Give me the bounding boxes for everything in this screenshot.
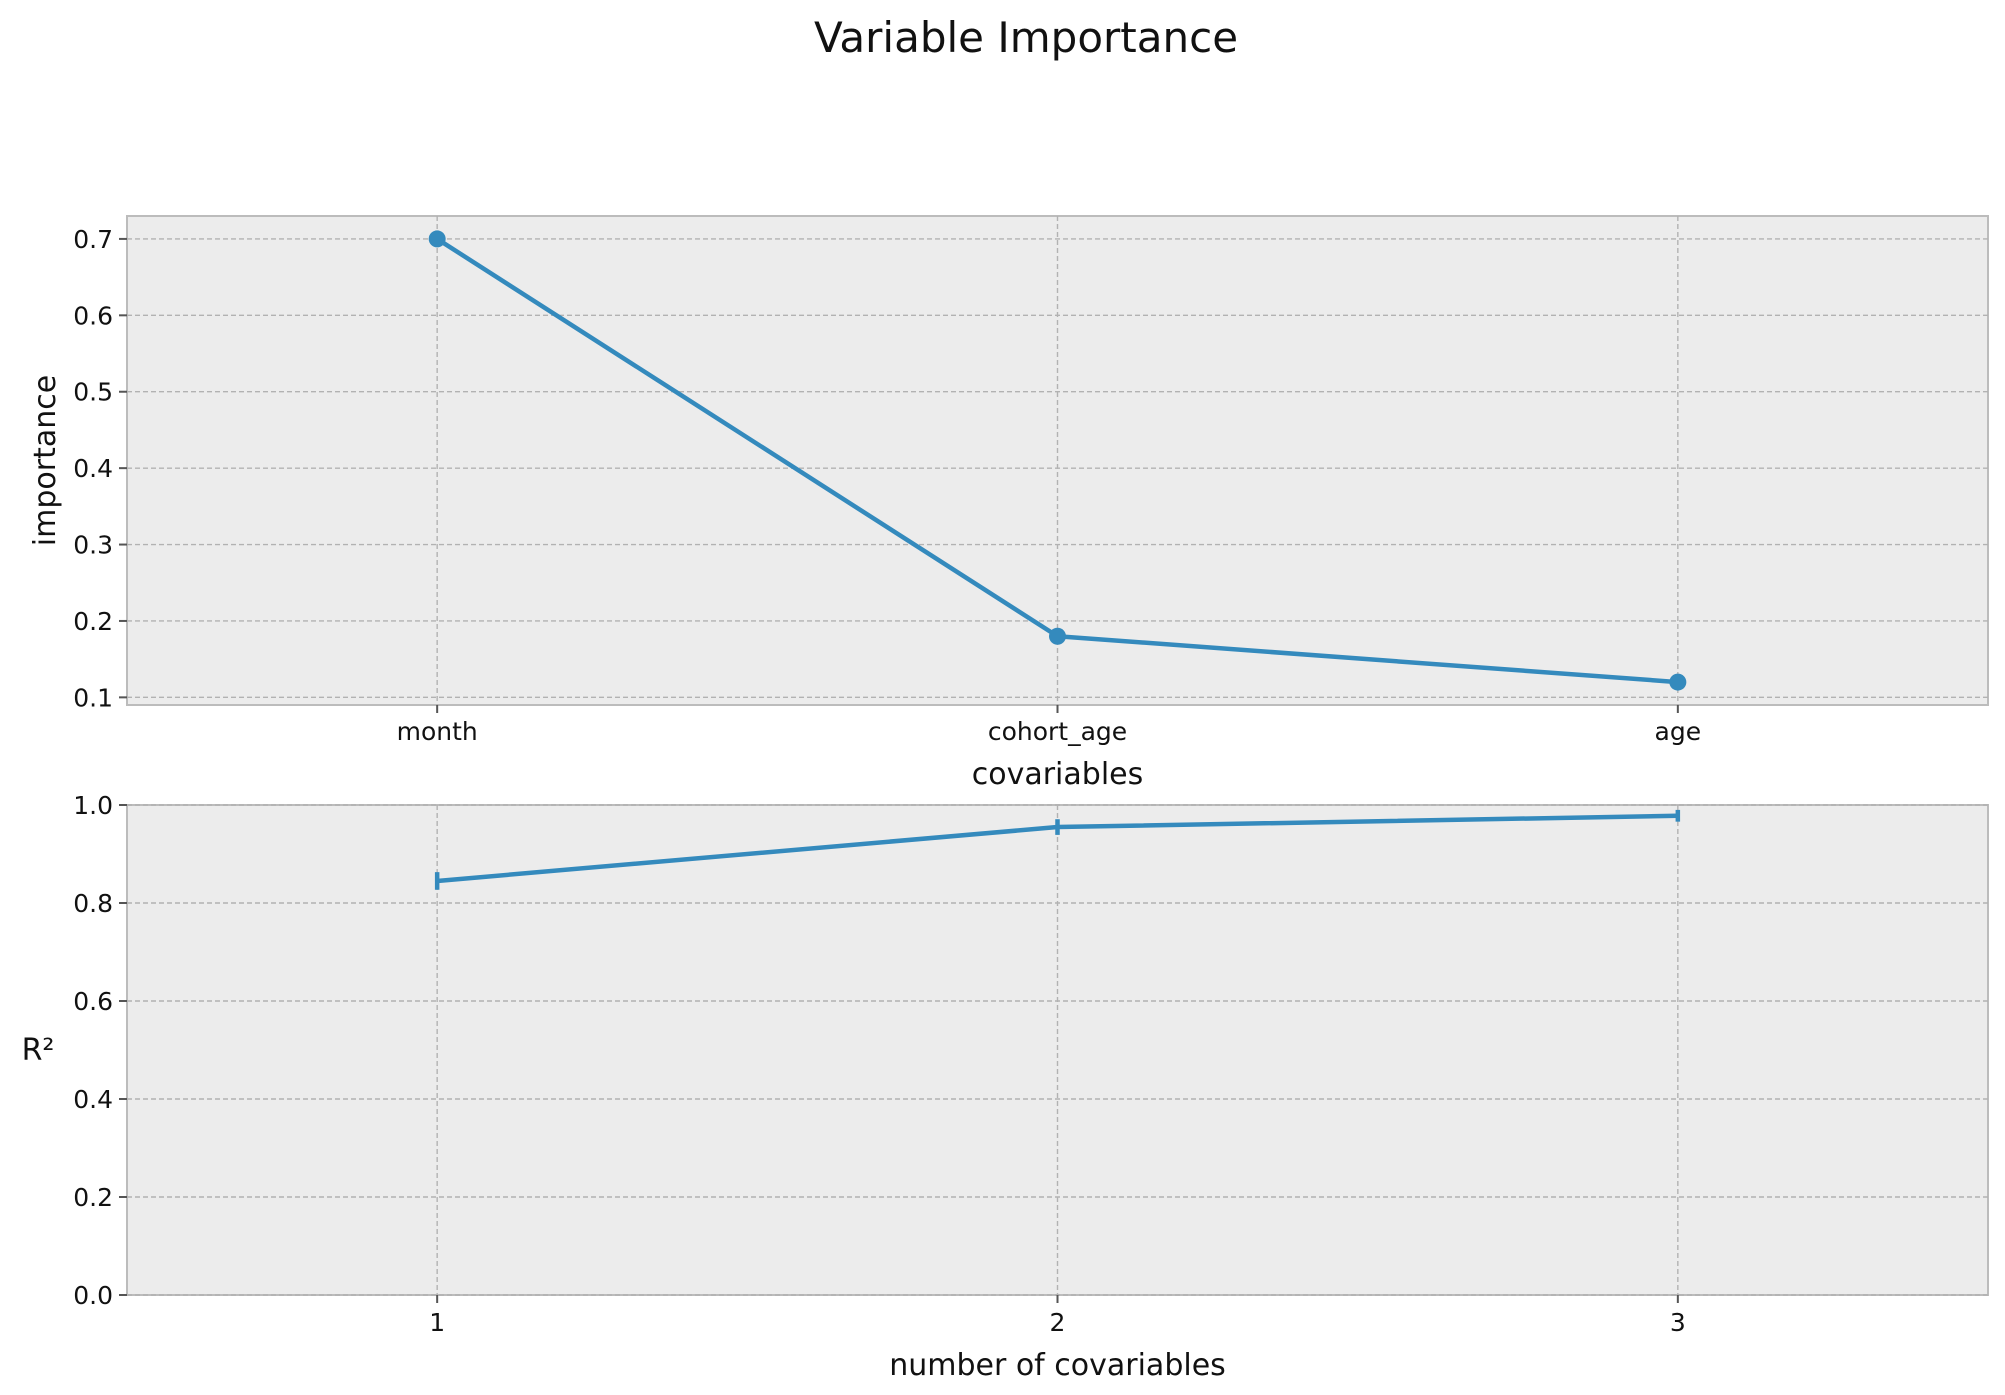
y-tick-label: 0.7: [73, 225, 113, 254]
x-tick-label: 3: [1670, 1308, 1686, 1337]
x-tick-label: 2: [1050, 1308, 1066, 1337]
importance-chart: 0.1 0.2 0.3 0.4 0.5 0.6 0.7 month cohort_age age c…: [28, 215, 1989, 792]
x-axis-label: number of covariables: [889, 1348, 1226, 1383]
x-tick-label: age: [1655, 717, 1702, 746]
y-tick-label: 0.4: [73, 454, 113, 483]
x-axis-label: covariables: [972, 757, 1144, 792]
y-tick-label: 0.0: [73, 1281, 113, 1310]
y-tick-label: 0.2: [73, 607, 113, 636]
y-tick-label: 0.1: [73, 683, 113, 712]
figure-title: Variable Importance: [814, 13, 1238, 62]
y-tick-label: 0.2: [73, 1183, 113, 1212]
y-tick-label: 0.4: [73, 1085, 113, 1114]
y-tick-label: 0.6: [73, 301, 113, 330]
y-tick-label: 0.5: [73, 378, 113, 407]
x-tick-label: 1: [429, 1308, 445, 1337]
importance-point: [1669, 673, 1687, 691]
y-axis-label: importance: [28, 375, 63, 546]
y-tick-label: 0.6: [73, 987, 113, 1016]
x-tick-label: month: [397, 717, 478, 746]
r2-chart: 0.0 0.2 0.4 0.6 0.8 1.0 1 2 3 number of covariabl…: [22, 791, 1989, 1383]
y-tick-label: 0.3: [73, 531, 113, 560]
importance-point: [1049, 627, 1066, 645]
y-axis-label: R²: [22, 1033, 55, 1068]
importance-point: [428, 230, 446, 248]
y-tick-label: 1.0: [73, 791, 113, 820]
y-tick-label: 0.8: [73, 889, 113, 918]
x-tick-label: cohort_age: [988, 717, 1127, 746]
